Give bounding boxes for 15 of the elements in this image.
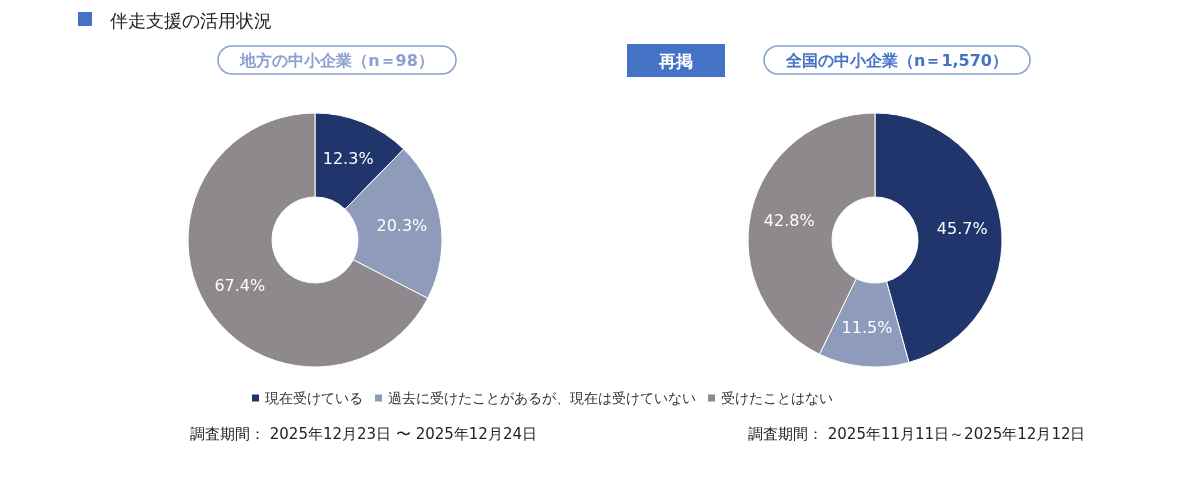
text: 再掲 [658,50,693,71]
data-label: 67.4% [214,276,266,296]
text: 調査期間： 2025年12月23日 〜 2025年12月24日 [190,424,537,443]
data-label: 20.3% [376,216,428,236]
data-label: 42.8% [763,210,815,230]
data-label: 12.3% [322,148,374,168]
chart-subtitle: 全国の中小企業（n＝1,570） [785,50,1008,70]
legend-label: 現在受けている [265,390,363,406]
text: 調査期間： 2025年11月11日～2025年12月12日 [748,424,1086,443]
chart-title: 伴走支援の活用状況 [110,9,272,31]
chart-subtitle: 地方の中小企業（n＝98） [239,50,434,70]
legend-label: 受けたことはない [721,390,833,406]
data-label: 11.5% [841,318,893,338]
legend-label: 過去に受けたことがあるが、現在は受けていない [388,390,696,406]
data-label: 45.7% [936,218,988,238]
